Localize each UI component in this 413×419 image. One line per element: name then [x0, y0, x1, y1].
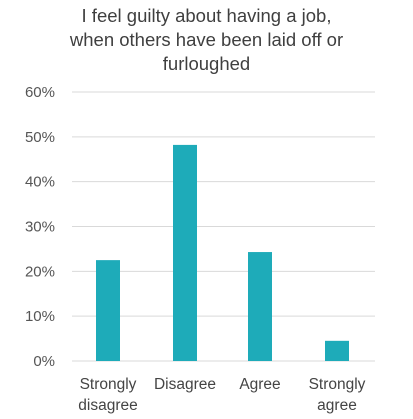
category-label-4-line-1: Strongly [309, 376, 366, 393]
bar-4 [325, 340, 349, 361]
chart-title-line-2: when others have been laid off or [69, 29, 344, 50]
bar-3 [248, 252, 272, 361]
category-label-4-line-2: agree [317, 397, 357, 414]
y-tick-label-60: 60% [25, 84, 55, 101]
bar-1 [96, 260, 120, 361]
category-label-1-line-1: Strongly [80, 376, 137, 393]
category-label-2-line-1: Disagree [154, 376, 216, 393]
chart-title-line-1: I feel guilty about having a job, [81, 5, 332, 26]
y-tick-label-0: 0% [33, 353, 55, 370]
category-label-1-line-2: disagree [78, 397, 137, 414]
y-tick-label-30: 30% [25, 219, 55, 236]
chart-title: I feel guilty about having a job, when o… [0, 4, 413, 76]
chart-title-line-3: furloughed [162, 53, 251, 74]
y-tick-label-40: 40% [25, 174, 55, 191]
y-tick-label-50: 50% [25, 129, 55, 146]
y-tick-label-10: 10% [25, 308, 55, 325]
category-label-3-line-1: Agree [239, 376, 280, 393]
bar-2 [173, 144, 197, 361]
y-tick-label-20: 20% [25, 263, 55, 280]
